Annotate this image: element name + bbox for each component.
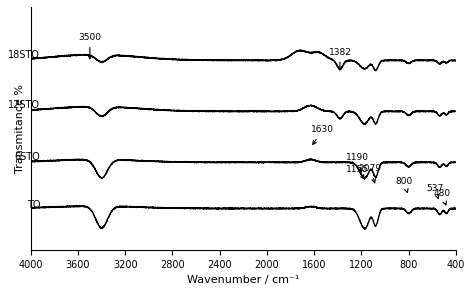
Text: 1079: 1079 [359,164,382,183]
Text: 1155: 1155 [346,165,369,179]
X-axis label: Wavenumber / cm⁻¹: Wavenumber / cm⁻¹ [187,275,300,285]
Text: TO: TO [27,200,40,210]
Text: 18STO: 18STO [8,50,40,60]
Text: 800: 800 [395,177,413,192]
Text: 1630: 1630 [311,125,334,145]
Text: 3500: 3500 [78,33,101,59]
Text: 537: 537 [426,184,443,199]
Text: 480: 480 [433,189,450,205]
Text: 1382: 1382 [329,48,351,70]
Y-axis label: Transmitance %: Transmitance % [15,84,25,173]
Text: 6STO: 6STO [15,152,40,161]
Text: 1190: 1190 [346,153,369,172]
Text: 12STO: 12STO [8,100,40,110]
